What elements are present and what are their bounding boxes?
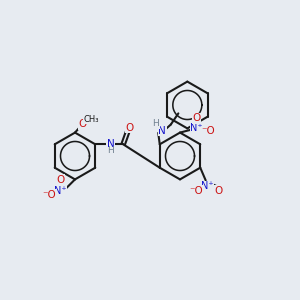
Text: O: O <box>78 119 87 129</box>
Text: N⁺: N⁺ <box>201 181 214 191</box>
Text: O: O <box>214 186 222 196</box>
Text: O: O <box>125 123 133 133</box>
Text: N: N <box>158 125 166 136</box>
Text: H: H <box>107 146 114 155</box>
Text: ⁻O: ⁻O <box>43 190 56 200</box>
Text: CH₃: CH₃ <box>84 115 99 124</box>
Text: O: O <box>56 175 65 185</box>
Text: H: H <box>152 119 159 128</box>
Text: O: O <box>193 113 201 123</box>
Text: N⁺: N⁺ <box>54 186 67 196</box>
Text: N⁺: N⁺ <box>190 123 203 134</box>
Text: ⁻O: ⁻O <box>189 186 203 196</box>
Text: N: N <box>107 139 114 149</box>
Text: ⁻O: ⁻O <box>201 126 215 136</box>
